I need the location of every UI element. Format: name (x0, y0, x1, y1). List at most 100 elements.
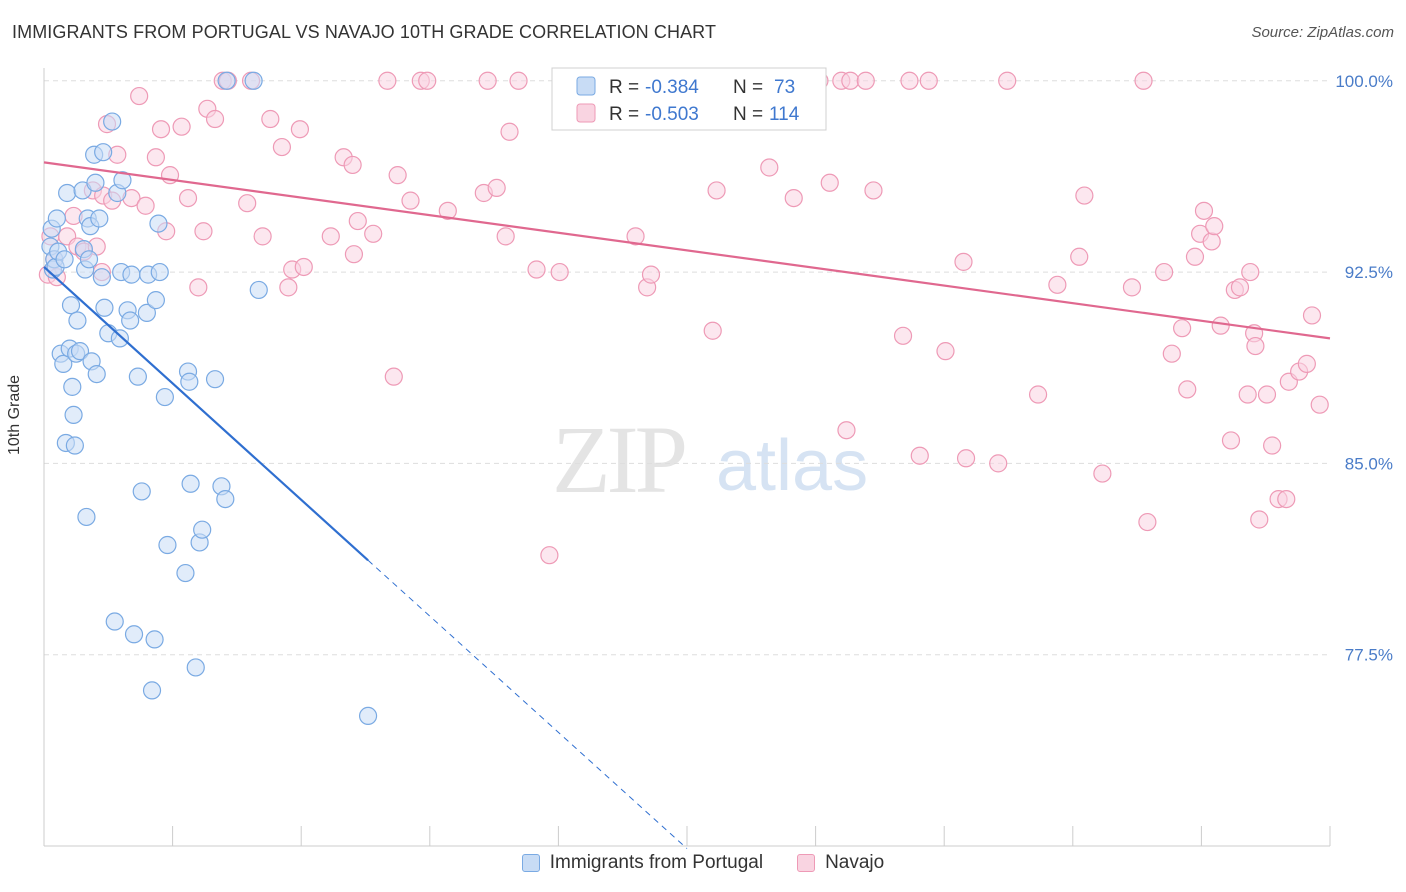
data-point-navajo (936, 342, 955, 361)
data-point-navajo (919, 71, 938, 90)
data-point-navajo (1221, 431, 1241, 450)
data-point-navajo (205, 109, 225, 129)
data-point-navajo (1302, 306, 1322, 325)
data-point-navajo (500, 122, 519, 141)
data-point-navajo (956, 449, 976, 468)
data-point-navajo (1134, 71, 1153, 90)
data-point-portugal (87, 364, 106, 384)
data-point-portugal (55, 250, 74, 269)
data-point-navajo (384, 367, 403, 386)
watermark-atlas: atlas (716, 426, 868, 506)
data-point-navajo (178, 188, 198, 208)
trend-lines (43, 161, 1331, 849)
data-point-navajo (893, 326, 913, 345)
data-point-navajo (1028, 385, 1048, 404)
data-point-portugal (216, 489, 235, 509)
data-point-navajo (864, 181, 883, 200)
data-point-portugal (137, 303, 156, 322)
data-point-navajo (1230, 278, 1250, 297)
data-point-navajo (294, 257, 313, 277)
legend-r-value-navajo: -0.503 (645, 104, 699, 125)
legend-n-label-portugal: N = (733, 77, 763, 98)
data-point-navajo (344, 245, 364, 264)
data-point-navajo (130, 86, 149, 106)
data-point-portugal (150, 262, 169, 282)
data-point-portugal (63, 377, 82, 396)
data-point-navajo (550, 262, 569, 282)
legend-item-portugal: Immigrants from Portugal (521, 852, 764, 874)
data-point-navajo (321, 227, 340, 246)
data-point-portugal (64, 405, 83, 425)
data-point-navajo (290, 120, 310, 139)
scatter-chart: ZIP atlas 77.5%85.0%92.5%100.0% 0.0%100.… (38, 67, 1393, 849)
data-point-portugal (95, 298, 114, 317)
data-point-navajo (1202, 232, 1221, 251)
data-point-navajo (954, 252, 973, 271)
data-point-navajo (343, 155, 362, 175)
legend-r-value-portugal: -0.384 (645, 77, 699, 98)
data-point-portugal (90, 209, 109, 228)
y-tick-label: 100.0% (1335, 72, 1393, 91)
data-point-navajo (703, 321, 722, 340)
data-point-navajo (438, 201, 457, 220)
data-point-navajo (364, 224, 383, 243)
data-point-navajo (253, 227, 272, 246)
data-point-navajo (527, 260, 546, 279)
data-point-navajo (1075, 186, 1094, 205)
data-point-navajo (1250, 510, 1269, 529)
data-point-navajo (1257, 385, 1277, 404)
data-point-navajo (1178, 380, 1197, 399)
y-tick-labels: 77.5% 85.0% 92.5% 100.0% (1335, 72, 1393, 665)
data-point-portugal (149, 214, 168, 233)
data-point-navajo (1155, 262, 1174, 282)
data-point-navajo (378, 71, 397, 90)
data-point-navajo (1093, 464, 1112, 483)
data-point-navajo (1246, 336, 1265, 356)
data-point-navajo (641, 265, 661, 284)
data-point-portugal (145, 630, 164, 649)
data-point-portugal (155, 387, 174, 407)
data-point-navajo (1263, 436, 1282, 455)
data-point-portugal (186, 658, 205, 677)
legend-swatch-portugal (576, 76, 596, 96)
data-point-navajo (1277, 489, 1296, 509)
source-credit: Source: ZipAtlas.com (1251, 24, 1394, 41)
data-point-portugal (113, 171, 132, 190)
data-point-portugal (94, 143, 113, 162)
data-point-portugal (54, 354, 73, 373)
data-point-portugal (193, 520, 212, 539)
legend-label-portugal: Immigrants from Portugal (549, 852, 764, 873)
data-point-portugal (181, 474, 200, 493)
data-point-portugal (124, 625, 144, 644)
data-point-portugal (217, 71, 236, 90)
legend-n-label-navajo: N = (733, 104, 763, 125)
data-point-navajo (189, 278, 208, 297)
data-point-portugal (146, 291, 165, 310)
data-point-navajo (1205, 217, 1224, 236)
data-point-navajo (388, 166, 407, 185)
data-point-navajo (194, 222, 213, 241)
data-point-navajo (856, 71, 875, 90)
trend-line-navajo (43, 161, 1331, 340)
data-point-portugal (158, 535, 177, 555)
data-point-navajo (820, 173, 839, 192)
data-point-navajo (760, 158, 779, 177)
data-point-navajo (151, 120, 171, 139)
data-point-navajo (1070, 247, 1089, 266)
data-point-navajo (496, 227, 515, 246)
y-tick-label: 85.0% (1345, 454, 1393, 473)
watermark-zip: ZIP (552, 406, 685, 513)
data-point-navajo (837, 421, 856, 440)
data-point-navajo (1162, 344, 1181, 363)
data-point-portugal (128, 367, 147, 386)
data-point-portugal (92, 268, 111, 287)
y-tick-label: 77.5% (1345, 646, 1393, 665)
data-point-navajo (1048, 275, 1067, 294)
data-point-navajo (626, 227, 645, 246)
legend-n-value-navajo: 114 (769, 104, 800, 125)
y-tick-label: 92.5% (1345, 263, 1393, 282)
legend-swatch-navajo (576, 103, 596, 123)
legend-box: R = -0.384 N = 73 R = -0.503 N = 114 (551, 67, 827, 131)
data-point-navajo (1185, 247, 1205, 266)
data-point-navajo (272, 137, 292, 157)
